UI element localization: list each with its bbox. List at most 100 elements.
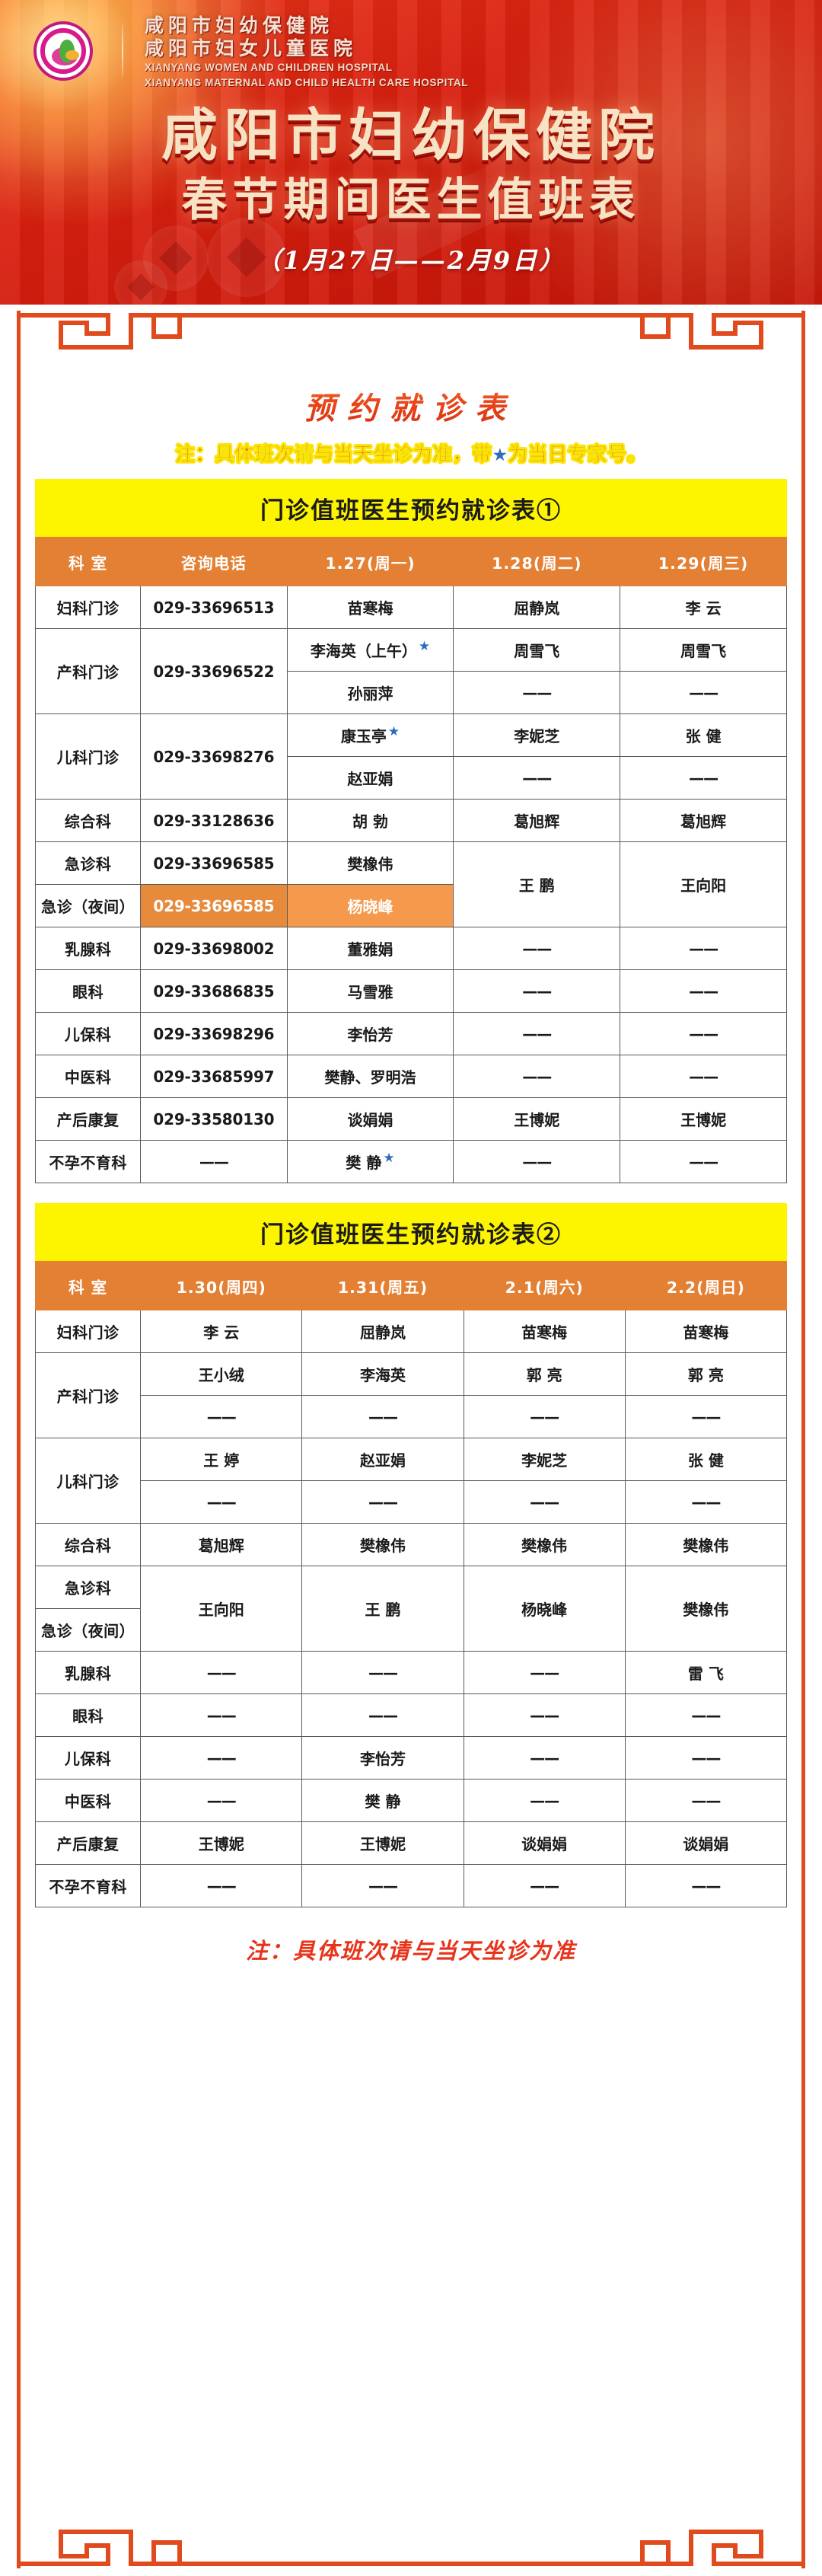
expert-star-icon: ★: [383, 1151, 395, 1167]
phone-cell: 029-33696522: [140, 628, 288, 714]
table1-col-day2: 1.28(周二): [453, 537, 621, 586]
table1-col-phone: 咨询电话: [140, 537, 288, 586]
duty-cell: 樊 静 ★: [286, 1140, 454, 1183]
table-row: 乳腺科 —— —— —— 雷 飞: [34, 1651, 788, 1694]
duty-cell: 苗寒梅: [463, 1310, 626, 1353]
table2-col-day4: 2.2(周日): [624, 1261, 788, 1310]
duty-cell: 谈娟娟: [286, 1097, 454, 1141]
schedule-table-2: 科 室 1.30(周四) 1.31(周五) 2.1(周六) 2.2(周日) 妇科…: [34, 1261, 788, 1907]
duty-cell: 王 婷: [140, 1438, 303, 1481]
duty-cell: ——: [301, 1395, 464, 1438]
table2-col-day2: 1.31(周五): [301, 1261, 464, 1310]
duty-cell: 李 云: [620, 586, 787, 629]
duty-cell: ——: [463, 1395, 626, 1438]
duty-cell: 王小绒: [140, 1352, 303, 1396]
duty-cell: 樊 静: [301, 1779, 464, 1822]
table-row: 孙丽萍 —— ——: [36, 671, 787, 714]
duty-cell: 董雅娟: [286, 927, 454, 970]
duty-cell: 赵亚娟: [301, 1438, 464, 1481]
table2-col-day3: 2.1(周六): [463, 1261, 626, 1310]
duty-cell: ——: [453, 969, 621, 1013]
table-row: 产后康复 029-33580130 谈娟娟 王博妮 王博妮: [34, 1097, 787, 1141]
decor-coin: [114, 260, 167, 305]
duty-cell: 李海英（上午） ★: [286, 628, 454, 672]
duty-cell: ——: [624, 1779, 788, 1822]
duty-cell: 葛旭辉: [140, 1523, 303, 1566]
dept-cell: 妇科门诊: [34, 586, 142, 629]
duty-cell: ——: [620, 927, 787, 970]
duty-cell: 周雪飞: [620, 628, 787, 672]
duty-cell: 樊橡伟: [286, 841, 454, 885]
phone-cell: 029-33580130: [140, 1097, 288, 1141]
dept-cell: 产科门诊: [34, 1352, 142, 1438]
phone-cell: 029-33698276: [140, 713, 288, 800]
duty-cell: 李妮芝: [463, 1438, 626, 1481]
table1-col-day3: 1.29(周三): [620, 537, 787, 586]
poster-content: 预约就诊表 注：具体班次请与当天坐诊为准，带★为当日专家号。 门诊值班医生预约就…: [34, 370, 788, 1965]
table-row: 眼科 029-33686835 马雪雅 —— ——: [34, 969, 787, 1013]
duty-cell: 张 健: [624, 1438, 788, 1481]
table-row: 儿科门诊 王 婷 赵亚娟 李妮芝 张 健: [34, 1438, 788, 1524]
duty-cell: 李 云: [140, 1310, 303, 1353]
footer-note: 注：具体班次请与当天坐诊为准: [245, 1938, 576, 1964]
phone-cell: 029-33696585: [140, 884, 288, 927]
dept-cell: 产后康复: [34, 1821, 142, 1865]
phone-cell: 029-33696513: [140, 586, 288, 629]
duty-cell: 张 健: [620, 713, 787, 757]
duty-cell: 王向阳: [620, 841, 787, 927]
dept-cell: 急诊科: [34, 1566, 142, 1609]
top-note: 注：具体班次请与当天坐诊为准，带★为当日专家号。: [35, 439, 787, 467]
table1-banner: 门诊值班医生预约就诊表①: [35, 479, 787, 537]
dept-cell: 产后康复: [34, 1097, 142, 1141]
duty-cell: 樊橡伟: [624, 1566, 788, 1652]
phone-cell: 029-33696585: [140, 841, 288, 885]
table-row: 不孕不育科 —— —— —— ——: [34, 1864, 788, 1907]
table2-col-day1: 1.30(周四): [140, 1261, 303, 1310]
dept-cell: 急诊（夜间）: [34, 1608, 142, 1652]
duty-cell: 苗寒梅: [286, 586, 454, 629]
duty-cell: 王博妮: [620, 1097, 787, 1141]
duty-cell: 王博妮: [140, 1821, 303, 1865]
table-row: 中医科 —— 樊 静 —— ——: [34, 1779, 788, 1822]
expert-star-icon: ★: [418, 639, 431, 655]
dept-cell: 不孕不育科: [34, 1864, 142, 1907]
duty-cell: ——: [140, 1480, 303, 1524]
duty-cell: ——: [301, 1651, 464, 1694]
duty-cell: ——: [624, 1736, 788, 1780]
duty-cell: ——: [140, 1395, 303, 1438]
dept-cell: 综合科: [34, 799, 142, 842]
duty-cell: ——: [620, 671, 787, 714]
duty-cell: ——: [463, 1864, 626, 1907]
duty-cell: ——: [620, 969, 787, 1013]
dept-cell: 产科门诊: [34, 628, 142, 714]
duty-cell: 雷 飞: [624, 1651, 788, 1694]
poster-title-line1: 咸阳市妇幼保健院: [161, 103, 661, 168]
duty-cell: 李妮芝: [453, 713, 621, 757]
dept-cell: 急诊科: [34, 841, 142, 885]
duty-cell: ——: [624, 1864, 788, 1907]
duty-cell: 杨晓峰: [286, 884, 454, 927]
table-row: 产科门诊 王小绒 李海英 郭 亮 郭 亮: [34, 1352, 788, 1438]
duty-cell: 周雪飞: [453, 628, 621, 672]
duty-cell: ——: [453, 1055, 621, 1098]
dept-cell: 乳腺科: [34, 1651, 142, 1694]
duty-cell: ——: [453, 671, 621, 714]
expert-star-icon: ★: [387, 724, 400, 740]
table2-col-dept: 科 室: [34, 1261, 142, 1310]
duty-cell: ——: [620, 756, 787, 800]
hospital-name-en-1: XIANYANG WOMEN AND CHILDREN HOSPITAL: [145, 62, 393, 73]
dept-cell: 儿科门诊: [34, 1438, 142, 1524]
duty-cell: ——: [463, 1651, 626, 1694]
table1-col-dept: 科 室: [34, 537, 142, 586]
phone-cell: 029-33698002: [140, 927, 288, 970]
hospital-logo-block: 咸阳市妇幼保健院 咸阳市妇女儿童医院 XIANYANG WOMEN AND CH…: [33, 12, 468, 90]
schedule-table-1: 科 室 咨询电话 1.27(周一) 1.28(周二) 1.29(周三) 妇科门诊…: [34, 537, 787, 1183]
table-row: 综合科 029-33128636 胡 勃 葛旭辉 葛旭辉: [34, 799, 787, 842]
logo-divider: [122, 24, 123, 78]
duty-cell: 苗寒梅: [624, 1310, 788, 1353]
duty-cell: ——: [620, 1012, 787, 1055]
fret-border-bottom: [17, 2512, 805, 2568]
duty-cell: ——: [453, 1012, 621, 1055]
duty-cell: ——: [301, 1693, 464, 1737]
